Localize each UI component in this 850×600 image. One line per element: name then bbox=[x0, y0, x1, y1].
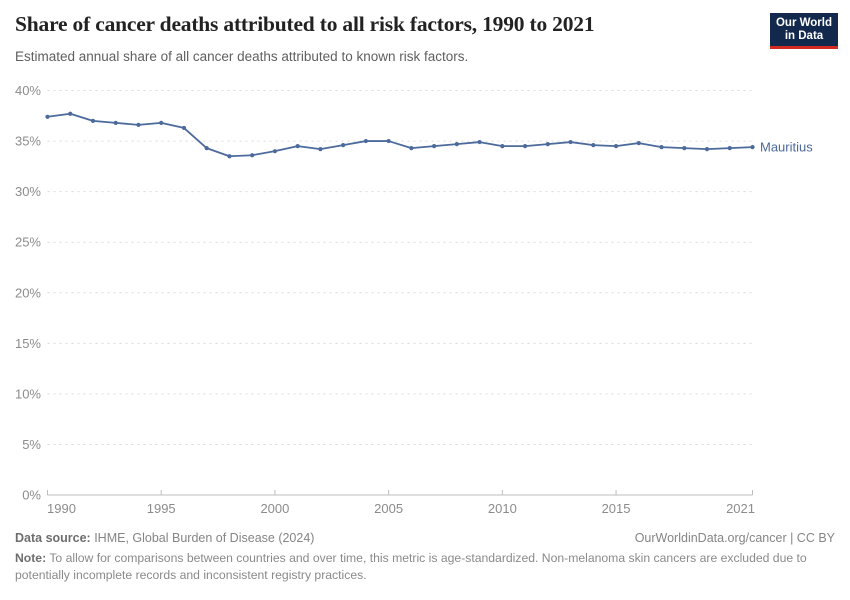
x-axis-tick-label: 1995 bbox=[147, 501, 176, 516]
x-axis-tick-label: 2005 bbox=[374, 501, 403, 516]
data-point bbox=[250, 153, 255, 158]
owid-logo-line2: in Data bbox=[784, 29, 824, 42]
data-point bbox=[613, 144, 619, 149]
y-axis-tick-label: 10% bbox=[15, 386, 41, 401]
data-point bbox=[545, 141, 550, 147]
data-point bbox=[432, 144, 437, 149]
data-point bbox=[90, 118, 96, 123]
y-axis-tick-label: 25% bbox=[15, 235, 41, 250]
data-point bbox=[568, 139, 573, 145]
x-axis-tick-label: 2000 bbox=[260, 501, 289, 516]
x-axis-tick-label: 2021 bbox=[726, 501, 755, 516]
data-point bbox=[591, 143, 596, 148]
data-point bbox=[159, 120, 164, 125]
y-axis-tick-label: 0% bbox=[22, 488, 41, 503]
data-point bbox=[181, 125, 187, 131]
data-point bbox=[454, 141, 459, 147]
note-label: Note: bbox=[15, 551, 47, 565]
data-point bbox=[136, 122, 141, 127]
y-axis-tick-label: 20% bbox=[15, 285, 41, 300]
x-axis-tick-label: 1990 bbox=[47, 501, 76, 516]
data-point bbox=[750, 145, 755, 150]
chart-footer: Data source: IHME, Global Burden of Dise… bbox=[15, 531, 835, 584]
data-point bbox=[45, 114, 50, 119]
data-point bbox=[659, 145, 664, 150]
chart-note: Note: To allow for comparisons between c… bbox=[15, 550, 830, 584]
data-point bbox=[522, 144, 528, 149]
data-point bbox=[409, 146, 414, 151]
page-subtitle: Estimated annual share of all cancer dea… bbox=[15, 49, 469, 64]
owid-logo-line1: Our World bbox=[775, 16, 832, 29]
data-point bbox=[682, 146, 687, 151]
data-source-label: Data source: bbox=[15, 531, 91, 545]
y-axis-tick-label: 15% bbox=[15, 336, 41, 351]
data-source: Data source: IHME, Global Burden of Dise… bbox=[15, 531, 314, 545]
data-point bbox=[113, 120, 118, 125]
owid-logo: Our World in Data bbox=[770, 13, 838, 49]
series-line bbox=[46, 112, 754, 158]
data-source-value: IHME, Global Burden of Disease (2024) bbox=[90, 531, 315, 545]
data-point bbox=[204, 146, 209, 151]
data-point bbox=[318, 147, 323, 152]
x-axis-tick-label: 2010 bbox=[488, 501, 517, 516]
data-point bbox=[227, 154, 232, 159]
data-point bbox=[68, 111, 73, 116]
data-point bbox=[500, 144, 505, 149]
data-point bbox=[477, 139, 482, 145]
note-value: To allow for comparisons between countri… bbox=[15, 551, 807, 582]
data-point bbox=[636, 140, 641, 146]
data-point bbox=[363, 138, 368, 144]
data-point bbox=[272, 149, 278, 154]
series-label: Mauritius bbox=[760, 140, 813, 155]
page-title: Share of cancer deaths attributed to all… bbox=[15, 12, 595, 36]
y-axis-tick-label: 40% bbox=[15, 83, 41, 98]
data-point bbox=[295, 144, 300, 149]
x-axis-tick-label: 2015 bbox=[602, 501, 631, 516]
y-axis-tick-label: 35% bbox=[15, 134, 41, 149]
data-point bbox=[386, 138, 391, 144]
license-link[interactable]: OurWorldinData.org/cancer | CC BY bbox=[634, 531, 835, 545]
y-axis-tick-label: 5% bbox=[22, 437, 41, 452]
data-point bbox=[704, 147, 710, 152]
y-axis-tick-label: 30% bbox=[15, 184, 41, 199]
data-point bbox=[341, 143, 346, 148]
data-point bbox=[727, 146, 732, 151]
